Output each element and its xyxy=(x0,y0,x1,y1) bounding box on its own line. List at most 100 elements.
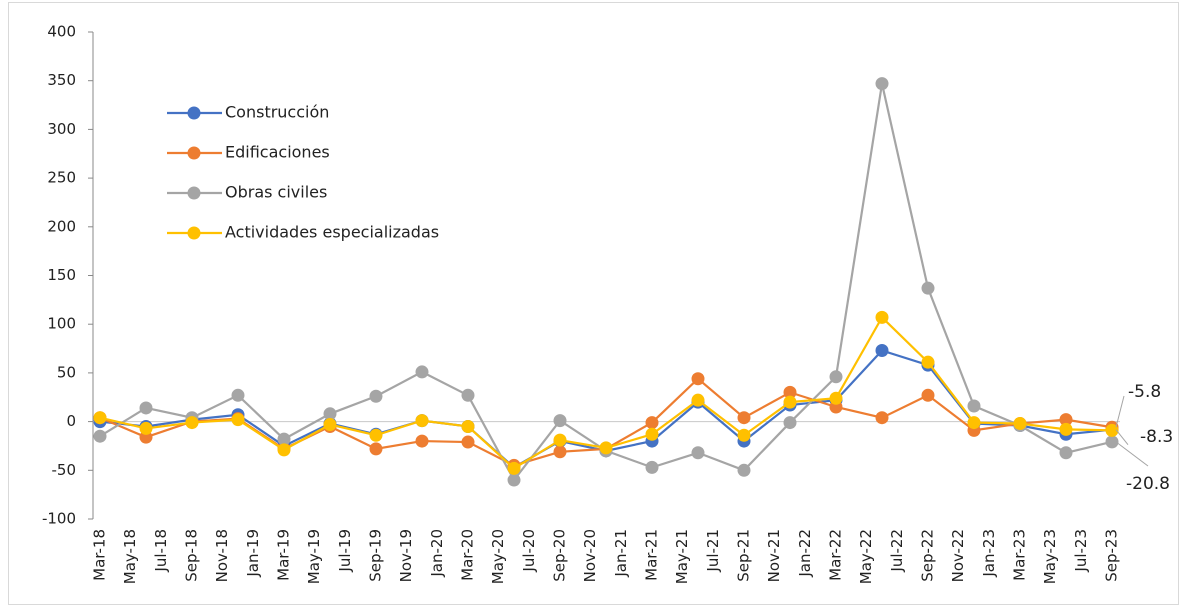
y-tick-label: 50 xyxy=(57,363,76,381)
point xyxy=(231,388,245,402)
x-tick-label: Jul-23 xyxy=(1072,529,1090,573)
point xyxy=(231,413,245,427)
point xyxy=(967,416,981,430)
x-tick-label: Mar-21 xyxy=(643,529,661,581)
legend-label: Obras civiles xyxy=(225,183,327,202)
point xyxy=(691,393,705,407)
point xyxy=(415,434,429,448)
x-tick-label: Nov-20 xyxy=(581,529,599,582)
point xyxy=(369,428,383,442)
x-tick-label: Sep-22 xyxy=(919,529,937,582)
point xyxy=(323,407,337,421)
point xyxy=(691,372,705,386)
point xyxy=(967,399,981,413)
point xyxy=(1013,417,1027,431)
x-tick-label: May-23 xyxy=(1041,529,1059,584)
end-label: -20.8 xyxy=(1126,474,1170,494)
y-tick-label: -100 xyxy=(42,510,76,528)
x-tick-label: Mar-18 xyxy=(91,529,109,581)
point xyxy=(139,401,153,415)
point xyxy=(783,385,797,399)
point xyxy=(507,473,521,487)
x-tick-label: Mar-22 xyxy=(827,529,845,581)
y-tick-label: 0 xyxy=(66,412,76,430)
legend-marker xyxy=(187,106,201,120)
y-tick-label: 200 xyxy=(47,217,76,235)
point xyxy=(645,460,659,474)
x-tick-label: Sep-18 xyxy=(183,529,201,582)
legend-label: Construcción xyxy=(225,103,329,122)
point xyxy=(737,428,751,442)
point xyxy=(829,370,843,384)
x-tick-label: Jan-20 xyxy=(428,529,446,578)
x-tick-label: Jul-18 xyxy=(152,529,170,573)
point xyxy=(875,411,889,425)
point xyxy=(461,388,475,402)
point xyxy=(507,461,521,475)
x-tick-label: Jul-19 xyxy=(336,529,354,573)
label-leader xyxy=(1115,429,1129,445)
point xyxy=(553,445,567,459)
legend-marker xyxy=(187,226,201,240)
end-label: -5.8 xyxy=(1128,382,1161,402)
point xyxy=(323,418,337,432)
legend-label: Actividades especializadas xyxy=(225,223,439,242)
point xyxy=(645,427,659,441)
point xyxy=(415,365,429,379)
legend-marker xyxy=(187,146,201,160)
point xyxy=(921,355,935,369)
x-tick-label: Nov-22 xyxy=(949,529,967,582)
point xyxy=(783,416,797,430)
y-tick-label: 300 xyxy=(47,120,76,138)
point xyxy=(921,388,935,402)
point xyxy=(737,411,751,425)
point xyxy=(461,419,475,433)
point xyxy=(829,391,843,405)
x-tick-label: Jul-20 xyxy=(520,529,538,573)
x-tick-label: Jan-22 xyxy=(796,529,814,578)
point xyxy=(415,414,429,428)
y-tick-label: 250 xyxy=(47,169,76,187)
x-tick-label: Mar-20 xyxy=(459,529,477,581)
point xyxy=(277,432,291,446)
point xyxy=(1059,413,1073,427)
x-tick-label: Nov-19 xyxy=(397,529,415,582)
y-tick-label: 100 xyxy=(47,315,76,333)
point xyxy=(553,414,567,428)
x-tick-label: May-21 xyxy=(673,529,691,584)
point xyxy=(369,389,383,403)
point xyxy=(93,411,107,425)
x-tick-label: May-22 xyxy=(857,529,875,584)
point xyxy=(875,343,889,357)
point xyxy=(1105,435,1119,449)
point xyxy=(599,441,613,455)
point xyxy=(553,433,567,447)
point xyxy=(185,416,199,430)
x-tick-label: Jul-22 xyxy=(888,529,906,573)
x-tick-label: May-20 xyxy=(489,529,507,584)
x-tick-label: Jan-19 xyxy=(244,529,262,578)
point xyxy=(461,435,475,449)
end-label: -8.3 xyxy=(1140,427,1173,447)
point xyxy=(277,443,291,457)
x-tick-label: Jan-21 xyxy=(612,529,630,578)
y-tick-label: 400 xyxy=(47,23,76,41)
x-tick-label: Jul-21 xyxy=(704,529,722,573)
point xyxy=(645,416,659,430)
point xyxy=(1059,446,1073,460)
point xyxy=(1059,422,1073,436)
x-tick-label: May-19 xyxy=(305,529,323,584)
x-tick-label: Nov-21 xyxy=(765,529,783,582)
point xyxy=(1105,423,1119,437)
point xyxy=(93,429,107,443)
x-tick-label: Mar-19 xyxy=(275,529,293,581)
label-leader xyxy=(1115,441,1149,467)
point xyxy=(875,310,889,324)
x-tick-label: Sep-23 xyxy=(1103,529,1121,582)
x-tick-label: Sep-21 xyxy=(735,529,753,582)
point xyxy=(691,446,705,460)
point xyxy=(139,421,153,435)
y-tick-label: 350 xyxy=(47,71,76,89)
point xyxy=(783,395,797,409)
